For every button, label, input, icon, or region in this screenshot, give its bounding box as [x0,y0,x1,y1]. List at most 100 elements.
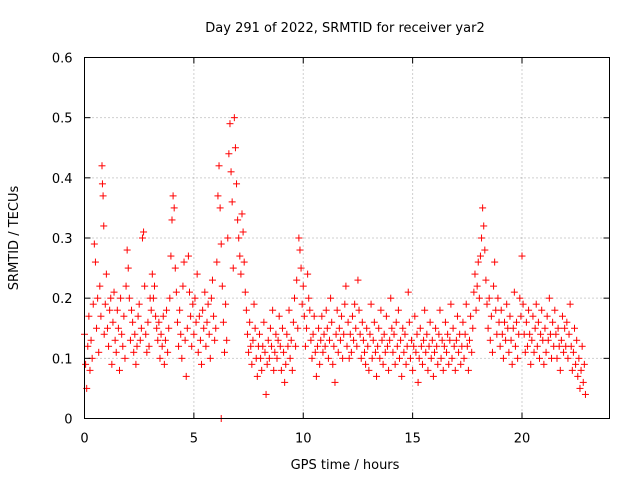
data-point [326,336,333,344]
data-point [164,348,172,356]
data-point [304,270,312,278]
data-point [557,336,565,344]
data-point [544,336,552,344]
data-point [131,330,139,338]
data-point [523,342,531,350]
data-point [455,348,463,356]
data-point [347,348,355,356]
data-point [194,348,202,356]
data-point [403,342,411,350]
data-point [344,318,352,326]
data-point [204,300,212,308]
data-point [156,354,164,362]
data-point [353,342,361,350]
data-point [258,366,266,374]
data-point [105,342,113,350]
data-point [135,300,143,308]
data-point [251,324,259,332]
data-point [140,228,148,236]
data-point [380,330,388,338]
data-point [263,360,271,368]
data-point [307,336,315,344]
data-point [315,324,323,332]
data-point [490,282,498,290]
data-point [487,312,495,320]
data-point [538,306,546,314]
data-point [435,330,443,338]
data-point [555,342,563,350]
data-point [482,276,490,284]
data-point [266,324,274,332]
data-point [216,204,224,212]
data-point [183,324,191,332]
data-point [168,216,176,224]
data-point [484,324,492,332]
data-point [205,330,213,338]
data-point [565,330,573,338]
data-point [278,324,286,332]
data-point [158,342,166,350]
y-tick-label: 0.3 [52,232,73,247]
y-tick-label: 0 [64,413,72,428]
data-point [137,324,145,332]
data-point [219,318,227,326]
data-point [510,288,518,296]
data-point [526,330,534,338]
data-point [292,342,300,350]
data-point [97,312,105,320]
x-tick-label: 5 [190,432,198,447]
data-point [149,294,157,302]
data-point [478,234,486,242]
data-point [237,270,245,278]
data-point [116,366,123,374]
data-point [491,258,499,266]
data-point [243,330,251,338]
data-point [534,318,542,326]
data-point [412,348,420,356]
data-point [354,276,362,284]
data-point [276,342,284,350]
data-point [218,282,226,290]
data-point [545,294,553,302]
data-point [101,300,109,308]
data-point [188,342,196,350]
data-point [424,366,432,374]
data-point [176,306,184,314]
data-point [452,336,460,344]
data-point [207,294,215,302]
data-point [257,354,265,362]
data-point [361,348,368,356]
data-point [112,348,120,356]
data-point [240,258,248,266]
data-point [574,372,582,380]
data-point [519,300,527,308]
data-point [195,312,203,320]
data-point [445,360,453,368]
data-point [311,348,319,356]
data-point [213,258,221,266]
data-point [331,378,339,386]
data-point [471,270,479,278]
data-point [298,300,306,308]
data-point [388,324,396,332]
data-point [211,336,219,344]
data-point [386,336,394,344]
data-point [350,336,358,344]
data-point [542,348,550,356]
data-point [507,336,515,344]
data-point [496,342,504,350]
data-point [318,312,326,320]
data-point [532,300,540,308]
data-point [247,342,255,350]
data-point [560,348,568,356]
data-point [120,312,128,320]
data-point [501,318,508,326]
data-point [494,294,502,302]
data-point [332,330,340,338]
data-point [85,312,93,320]
data-point [291,294,298,302]
data-point [551,306,559,314]
data-point [154,336,162,344]
data-point [306,306,314,314]
data-point [310,312,318,320]
